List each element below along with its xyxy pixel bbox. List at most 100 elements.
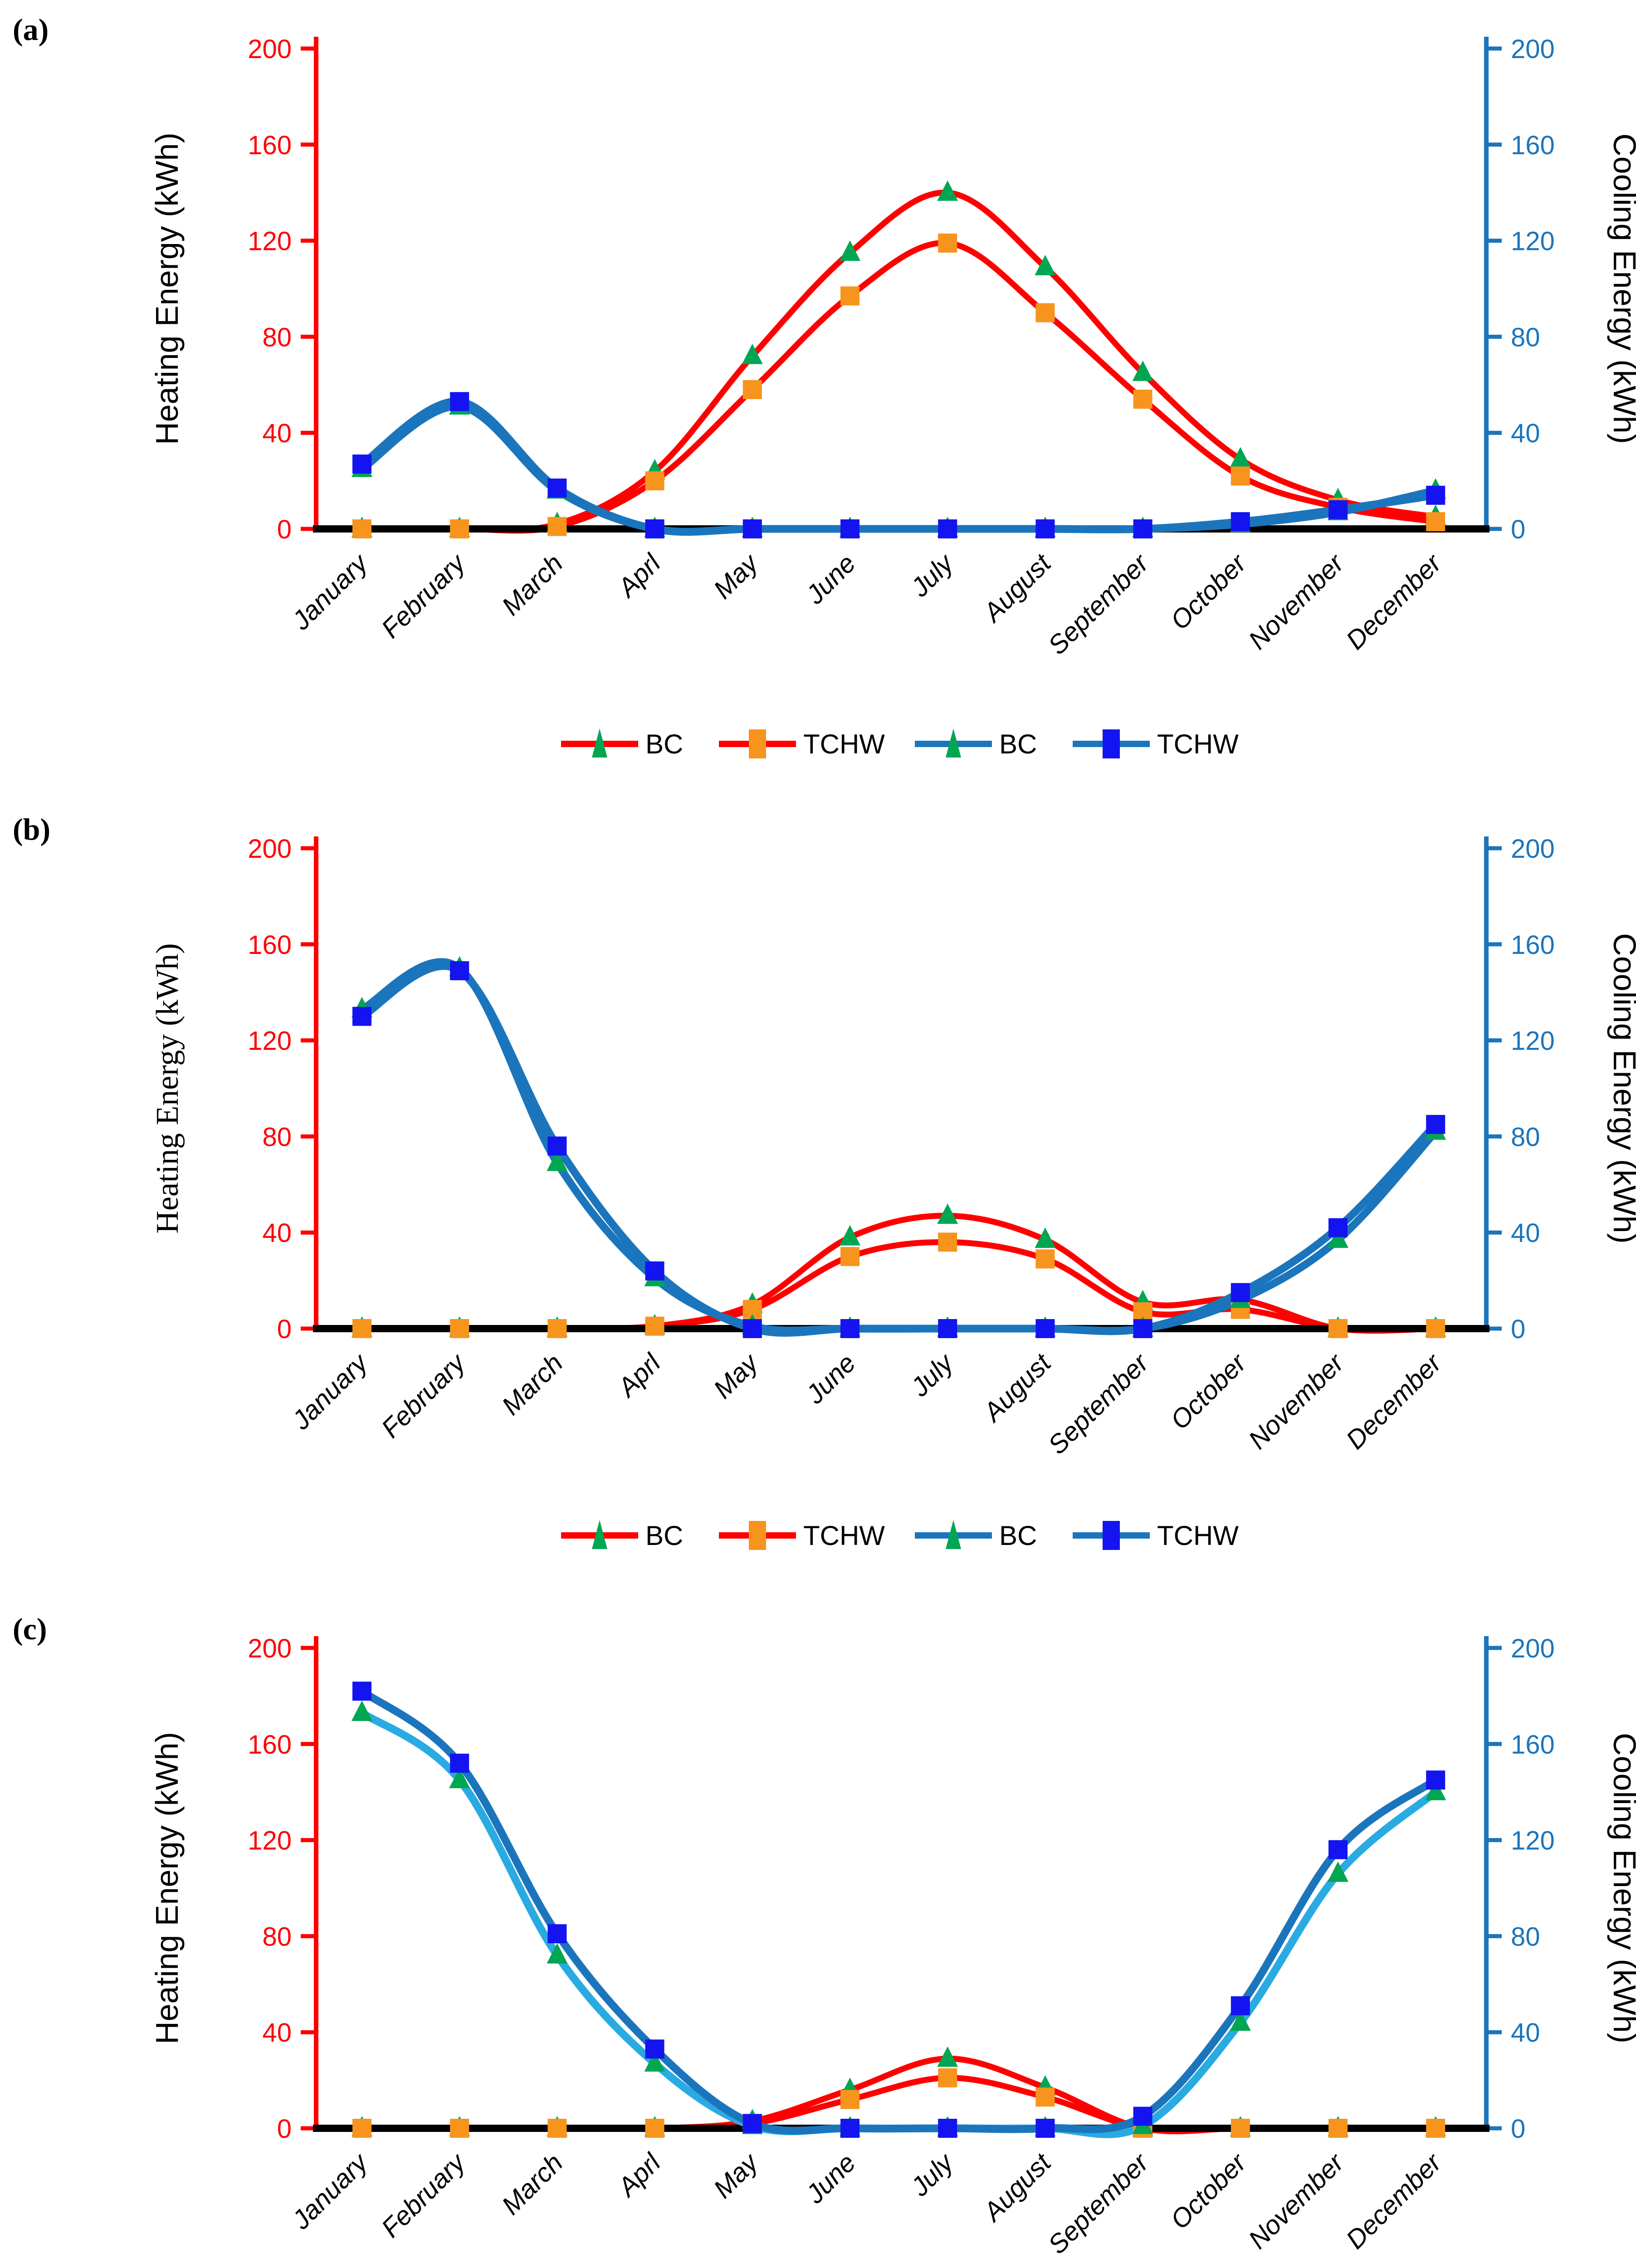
- left-y-tick-label: 160: [248, 930, 292, 960]
- legend-item-heating-bc: BC: [561, 728, 683, 759]
- x-tick-label: May: [708, 1347, 765, 1404]
- left-y-tick-label: 160: [248, 1730, 292, 1760]
- marker-heating-tchw: [547, 1319, 567, 1338]
- right-y-tick-label: 120: [1511, 227, 1555, 256]
- marker-heating-tchw: [1426, 512, 1446, 532]
- marker-heating-tchw: [352, 519, 371, 538]
- left-y-tick-label: 200: [248, 834, 292, 864]
- legend-item-cooling-bc: BC: [915, 1520, 1037, 1551]
- legend-label: BC: [999, 729, 1037, 759]
- x-tick-label: September: [1042, 1347, 1155, 1460]
- marker-cooling-tchw: [742, 519, 762, 538]
- left-y-tick-label: 200: [248, 1634, 292, 1663]
- legend-label: BC: [645, 1520, 683, 1551]
- left-y-tick-label: 0: [277, 515, 292, 544]
- x-tick-label: September: [1042, 547, 1155, 660]
- x-tick-label: August: [977, 547, 1058, 628]
- marker-cooling-tchw: [1035, 1319, 1055, 1338]
- marker-cooling-bc: [1230, 2010, 1251, 2031]
- marker-heating-tchw: [645, 471, 664, 491]
- marker-cooling-tchw: [547, 1136, 567, 1156]
- marker-heating-bc: [1035, 254, 1056, 275]
- x-tick-label: November: [1243, 2147, 1350, 2254]
- x-tick-label: October: [1165, 2147, 1253, 2235]
- marker-cooling-tchw: [840, 1319, 860, 1338]
- series-line-heating-tchw: [361, 240, 1436, 534]
- marker-heating-tchw: [352, 2119, 371, 2138]
- marker-heating-bc: [1035, 1227, 1056, 1248]
- right-y-tick-label: 40: [1511, 419, 1540, 448]
- marker-heating-tchw: [1328, 2119, 1348, 2138]
- panel-c: (c) 0 0 40 40 80 80 120 120 160 160 200 200 January Fe…: [13, 1612, 1636, 2260]
- legend-label: BC: [999, 1520, 1037, 1551]
- marker-heating-tchw: [1426, 1319, 1446, 1338]
- legend-triangle-marker: [592, 1520, 607, 1549]
- right-y-tick-label: 80: [1511, 323, 1540, 352]
- marker-heating-tchw: [840, 286, 860, 306]
- marker-cooling-tchw: [352, 1681, 371, 1701]
- legend-label: TCHW: [1157, 1520, 1239, 1551]
- marker-cooling-tchw: [1426, 1114, 1446, 1134]
- x-tick-label: March: [496, 1348, 569, 1421]
- marker-heating-tchw: [938, 2068, 957, 2087]
- marker-heating-tchw: [450, 1319, 469, 1338]
- x-tick-label: July: [905, 1347, 960, 1403]
- x-tick-label: June: [800, 2148, 862, 2209]
- marker-heating-tchw: [1231, 2119, 1250, 2138]
- marker-cooling-tchw: [645, 1261, 664, 1281]
- left-y-tick-label: 40: [262, 1218, 292, 1248]
- right-y-tick-label: 120: [1511, 1026, 1555, 1056]
- right-y-tick-label: 120: [1511, 1826, 1555, 1856]
- x-tick-label: May: [708, 547, 765, 605]
- x-tick-label: December: [1340, 2147, 1448, 2254]
- right-axis-title: Cooling Energy (kWh): [1607, 1733, 1636, 2043]
- right-y-tick-label: 200: [1511, 34, 1555, 64]
- right-y-tick-label: 160: [1511, 930, 1555, 960]
- legend-item-heating-tchw: TCHW: [719, 1520, 885, 1551]
- marker-heating-bc: [840, 1225, 860, 1246]
- marker-cooling-tchw: [840, 519, 860, 538]
- x-tick-label: February: [376, 2147, 472, 2243]
- marker-heating-bc: [937, 1203, 958, 1224]
- panel-letter: (c): [13, 1612, 47, 1646]
- x-tick-label: March: [496, 2148, 569, 2220]
- left-y-tick-label: 40: [262, 419, 292, 448]
- marker-heating-tchw: [1035, 2087, 1055, 2107]
- marker-heating-tchw: [1231, 466, 1250, 486]
- marker-cooling-bc: [1425, 1779, 1446, 1800]
- marker-cooling-bc: [547, 1943, 568, 1964]
- marker-heating-tchw: [645, 2119, 664, 2138]
- marker-heating-tchw: [1035, 1249, 1055, 1269]
- marker-heating-tchw: [547, 2119, 567, 2138]
- marker-cooling-tchw: [938, 1319, 957, 1338]
- legend-triangle-marker: [592, 728, 607, 758]
- marker-cooling-bc: [547, 1150, 568, 1171]
- marker-cooling-tchw: [1328, 1840, 1348, 1859]
- x-tick-label: July: [905, 547, 960, 603]
- marker-cooling-tchw: [1231, 1283, 1250, 1302]
- marker-cooling-tchw: [352, 455, 371, 474]
- left-axis-title: Heating Energy (kWh): [150, 943, 185, 1233]
- left-axis-title: Heating Energy (kWh): [149, 132, 185, 445]
- marker-cooling-bc: [1328, 1227, 1348, 1248]
- marker-cooling-bc: [449, 1768, 470, 1789]
- marker-cooling-tchw: [1133, 519, 1153, 538]
- left-y-tick-label: 40: [262, 2018, 292, 2048]
- right-y-tick-label: 160: [1511, 131, 1555, 160]
- legend-triangle-marker: [946, 728, 961, 758]
- left-y-tick-label: 200: [248, 34, 292, 64]
- x-tick-label: January: [286, 2147, 375, 2235]
- x-tick-label: February: [376, 1347, 472, 1443]
- right-y-tick-label: 200: [1511, 834, 1555, 864]
- series-line-cooling-tchw: [359, 1688, 1438, 2135]
- right-axis-title: Cooling Energy (kWh): [1607, 933, 1636, 1244]
- legend-item-cooling-bc: BC: [915, 728, 1037, 759]
- marker-cooling-tchw: [1426, 1770, 1446, 1790]
- right-y-tick-label: 0: [1511, 2114, 1525, 2144]
- marker-cooling-tchw: [450, 1754, 469, 1773]
- x-tick-label: January: [286, 1347, 375, 1436]
- x-tick-label: November: [1243, 1347, 1350, 1455]
- marker-heating-tchw: [645, 1316, 664, 1336]
- series-line-heating-tchw: [362, 2075, 1436, 2134]
- x-tick-label: June: [800, 548, 862, 610]
